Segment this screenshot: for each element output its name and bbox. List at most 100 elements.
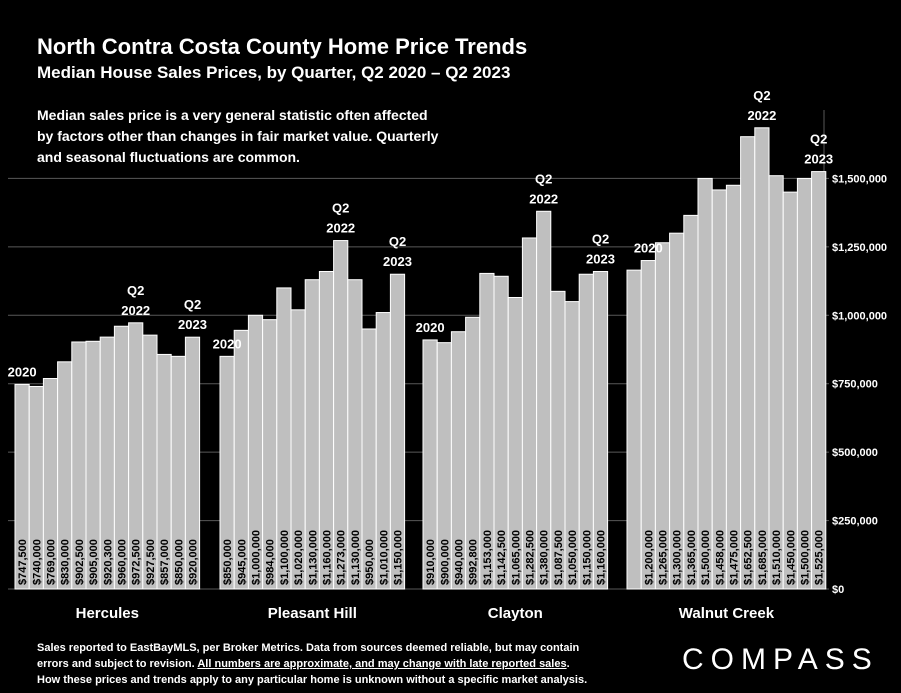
bar-value-label: $1,150,000 bbox=[581, 530, 593, 585]
category-label: Pleasant Hill bbox=[268, 605, 357, 622]
bar-value-label: $910,000 bbox=[425, 539, 437, 585]
bar-value-label: $900,000 bbox=[439, 539, 451, 585]
bar-value-label: $945,000 bbox=[236, 539, 248, 585]
bar-value-label: $857,000 bbox=[159, 539, 171, 585]
bar-value-label: $1,300,000 bbox=[672, 530, 684, 585]
bar-value-label: $1,475,000 bbox=[729, 530, 741, 585]
bar-annotation: 2023 bbox=[586, 251, 615, 266]
y-tick-label: $1,000,000 bbox=[832, 310, 887, 322]
bar-value-label: $1,365,000 bbox=[686, 530, 698, 585]
note-line: and seasonal fluctuations are common. bbox=[37, 149, 300, 165]
bar-value-label: $1,150,000 bbox=[393, 530, 405, 585]
bar-value-label: $984,000 bbox=[265, 539, 277, 585]
bar-value-label: $972,500 bbox=[131, 539, 143, 585]
bar-value-label: $950,000 bbox=[364, 539, 376, 585]
bar-value-label: $1,510,000 bbox=[771, 530, 783, 585]
category-label: Walnut Creek bbox=[679, 605, 775, 622]
bar-value-label: $1,050,000 bbox=[567, 530, 579, 585]
bar-value-label: $747,500 bbox=[17, 539, 29, 585]
bar-annotation: 2023 bbox=[383, 254, 412, 269]
y-tick-label: $1,250,000 bbox=[832, 242, 887, 254]
footnote-line: How these prices and trends apply to any… bbox=[37, 674, 588, 686]
bar-annotation: 2022 bbox=[747, 108, 776, 123]
source-footnote: Sales reported to EastBayMLS, per Broker… bbox=[37, 640, 587, 688]
bar bbox=[768, 175, 784, 590]
y-tick-label: $1,500,000 bbox=[832, 173, 887, 185]
bar-value-label: $1,160,000 bbox=[322, 530, 334, 585]
bar-annotation: Q2 bbox=[753, 88, 770, 103]
bar-value-label: $1,100,000 bbox=[279, 530, 291, 585]
footnote-line: Sales reported to EastBayMLS, per Broker… bbox=[37, 642, 580, 654]
bar-annotation: Q2 bbox=[332, 201, 349, 216]
category-label: Hercules bbox=[76, 605, 139, 622]
bar-annotation: Q2 bbox=[184, 297, 201, 312]
bar bbox=[389, 273, 406, 590]
bar-annotation: 2020 bbox=[8, 364, 37, 379]
bar-value-label: $992,800 bbox=[468, 539, 480, 585]
note-line: by factors other than changes in fair ma… bbox=[37, 128, 439, 144]
y-tick-label: $500,000 bbox=[832, 447, 878, 459]
bar bbox=[184, 336, 201, 590]
bar-value-label: $1,000,000 bbox=[251, 530, 263, 585]
bar-value-label: $905,000 bbox=[88, 539, 100, 585]
bar bbox=[811, 171, 827, 590]
bar-value-label: $1,130,000 bbox=[350, 530, 362, 585]
bar-annotation: 2022 bbox=[121, 303, 150, 318]
bar-value-label: $960,000 bbox=[117, 539, 129, 585]
bar-value-label: $1,010,000 bbox=[378, 530, 390, 585]
bar-value-label: $1,652,500 bbox=[743, 530, 755, 585]
bar bbox=[592, 270, 609, 590]
bar-value-label: $769,000 bbox=[46, 539, 58, 585]
bar-annotation: 2020 bbox=[213, 336, 242, 351]
bar-value-label: $1,380,000 bbox=[539, 530, 551, 585]
bar-value-label: $830,000 bbox=[60, 539, 72, 585]
bar-value-label: $1,065,000 bbox=[510, 530, 522, 585]
footnote-text: . bbox=[566, 658, 570, 670]
y-tick-label: $750,000 bbox=[832, 379, 878, 391]
bar-value-label: $1,450,000 bbox=[785, 530, 797, 585]
bar-value-label: $1,265,000 bbox=[658, 530, 670, 585]
bar-value-label: $1,200,000 bbox=[643, 530, 655, 585]
bar-annotation: Q2 bbox=[127, 283, 144, 298]
bar-value-label: $1,273,000 bbox=[336, 530, 348, 585]
bar bbox=[697, 177, 713, 590]
bar-value-label: $920,000 bbox=[188, 539, 200, 585]
bar-value-label: $940,000 bbox=[454, 539, 466, 585]
bar-value-label: $1,685,000 bbox=[757, 530, 769, 585]
chart-title: North Contra Costa County Home Price Tre… bbox=[37, 34, 528, 59]
bar bbox=[711, 189, 727, 590]
bar-annotation: Q2 bbox=[592, 231, 609, 246]
bar-value-label: $1,087,500 bbox=[553, 530, 565, 585]
bar-value-label: $1,130,000 bbox=[307, 530, 319, 585]
bar-value-label: $902,500 bbox=[74, 539, 86, 585]
bar-annotation: Q2 bbox=[389, 234, 406, 249]
bar-annotation: Q2 bbox=[535, 171, 552, 186]
bar bbox=[740, 136, 756, 590]
bar-annotation: 2023 bbox=[178, 317, 207, 332]
y-tick-label: $0 bbox=[832, 584, 844, 596]
bar-value-label: $927,500 bbox=[145, 539, 157, 585]
y-tick-label: $250,000 bbox=[832, 516, 878, 528]
bar-value-label: $1,458,000 bbox=[714, 530, 726, 585]
bar bbox=[796, 177, 813, 590]
bar-annotation: Q2 bbox=[810, 132, 827, 147]
bar-annotation: 2020 bbox=[634, 241, 663, 256]
compass-logo: COMPASS bbox=[682, 643, 879, 676]
bar-value-label: $1,020,000 bbox=[293, 530, 305, 585]
bar-annotation: 2020 bbox=[416, 320, 445, 335]
bar-value-label: $1,282,500 bbox=[525, 530, 537, 585]
bar-value-label: $920,300 bbox=[102, 539, 114, 585]
disclaimer-note: Median sales price is a very general sta… bbox=[37, 105, 477, 168]
bar-value-label: $850,000 bbox=[222, 539, 234, 585]
category-label: Clayton bbox=[488, 605, 543, 622]
bar bbox=[626, 269, 642, 590]
bar-value-label: $850,000 bbox=[173, 539, 185, 585]
bar-value-label: $740,000 bbox=[31, 539, 43, 585]
bar bbox=[725, 184, 742, 590]
footnote-text: errors and subject to revision. bbox=[37, 658, 198, 670]
footnote-underlined-text: All numbers are approximate, and may cha… bbox=[197, 658, 567, 670]
note-line: Median sales price is a very general sta… bbox=[37, 107, 428, 123]
bar-value-label: $1,525,000 bbox=[814, 530, 826, 585]
